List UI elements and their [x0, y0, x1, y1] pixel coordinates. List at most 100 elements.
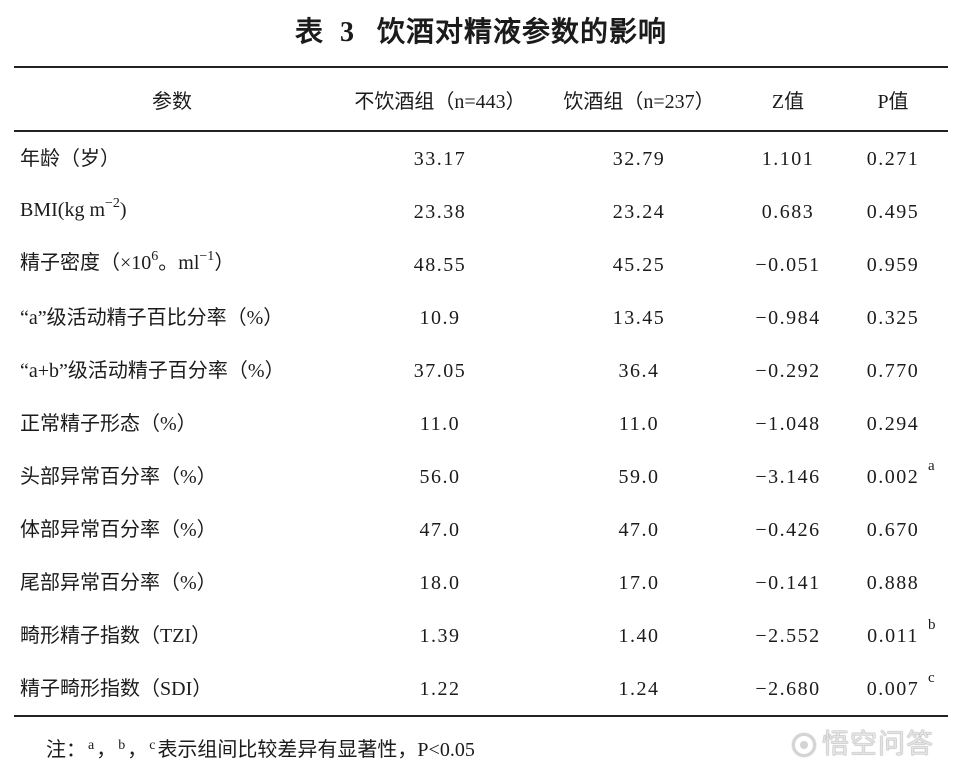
table-footnote: 注： a， b， c 表示组间比较差异有显著性，P<0.05	[46, 736, 475, 767]
param-label: 精子畸形指数（SDI）	[20, 677, 213, 700]
param-cell: 精子畸形指数（SDI）	[14, 677, 330, 701]
footnote-mark: a	[88, 738, 95, 753]
param-label: 畸形精子指数（TZI）	[20, 624, 212, 647]
p-value: 0.325	[866, 306, 920, 329]
unit-superscript: −1	[199, 249, 215, 264]
watermark-logo: 悟空问答	[792, 728, 948, 762]
drinker-value: 13.45	[612, 306, 666, 329]
param-label-unit: 。ml	[158, 252, 200, 274]
footnote-separator: ，	[127, 739, 148, 761]
drinker-value: 59.0	[618, 465, 660, 488]
table-title: 表 3 饮酒对精液参数的影响	[0, 13, 962, 53]
z-value: −0.141	[755, 571, 821, 594]
drinker-value: 23.24	[612, 200, 666, 223]
drinker-value: 17.0	[618, 571, 660, 594]
z-value: −0.984	[755, 306, 821, 329]
drinker-value: 1.24	[618, 677, 660, 700]
z-value: 1.101	[761, 147, 815, 170]
z-value: −3.146	[755, 465, 821, 488]
p-value-cell: 0.002 a	[848, 458, 948, 489]
significance-mark: b	[928, 616, 936, 633]
nondrinker-value: 33.17	[413, 147, 467, 170]
footnote-prefix: 注：	[46, 739, 86, 761]
nondrinker-value: 37.05	[413, 359, 467, 382]
table-title-label: 表	[294, 17, 324, 48]
param-cell: 年龄（岁）	[14, 147, 330, 171]
table-row: 正常精子形态（%） 11.0 11.0 −1.048 0.294	[14, 397, 948, 450]
p-value: 0.770	[866, 359, 920, 382]
chat-bubble-icon	[792, 733, 816, 757]
param-cell: 精子密度（×106。ml−1）	[14, 249, 330, 278]
drinker-value: 36.4	[618, 359, 660, 382]
header-nondrinker: 不饮酒组（n=443）	[354, 91, 526, 113]
table-row: 精子密度（×106。ml−1） 48.55 45.25 −0.051 0.959	[14, 238, 948, 291]
param-label: 体部异常百分率（%）	[20, 518, 217, 541]
header-drinker: 饮酒组（n=237）	[563, 91, 715, 113]
param-cell: 正常精子形态（%）	[14, 412, 330, 436]
p-value-cell: 0.325	[848, 306, 948, 330]
param-label: BMI(kg m	[20, 199, 105, 221]
p-value: 0.007	[866, 677, 920, 700]
z-value: −1.048	[755, 412, 821, 435]
param-label-tail: )	[119, 199, 127, 221]
header-param: 参数	[152, 91, 192, 113]
nondrinker-value: 11.0	[419, 412, 461, 435]
param-cell: “a”级活动精子百比分率（%）	[14, 306, 330, 330]
table-row: 畸形精子指数（TZI） 1.39 1.40 −2.552 0.011 b	[14, 609, 948, 662]
p-value: 0.888	[866, 571, 920, 594]
data-table: 参数 不饮酒组（n=443） 饮酒组（n=237） Z值 P值 年龄（岁） 33…	[14, 66, 948, 717]
table-row: “a”级活动精子百比分率（%） 10.9 13.45 −0.984 0.325	[14, 291, 948, 344]
param-cell: 头部异常百分率（%）	[14, 465, 330, 489]
param-cell: 尾部异常百分率（%）	[14, 571, 330, 595]
table-row: BMI(kg m−2) 23.38 23.24 0.683 0.495	[14, 185, 948, 238]
table-row: 体部异常百分率（%） 47.0 47.0 −0.426 0.670	[14, 503, 948, 556]
p-value: 0.002	[866, 465, 920, 488]
z-value: −0.051	[755, 253, 821, 276]
z-value: −0.292	[755, 359, 821, 382]
table-row: 头部异常百分率（%） 56.0 59.0 −3.146 0.002 a	[14, 450, 948, 503]
param-label: 头部异常百分率（%）	[20, 465, 217, 488]
table-row: “a+b”级活动精子百分率（%） 37.05 36.4 −0.292 0.770	[14, 344, 948, 397]
p-value: 0.011	[867, 624, 919, 647]
param-label: 年龄（岁）	[20, 147, 120, 170]
significance-mark: c	[928, 669, 935, 686]
p-value: 0.670	[866, 518, 920, 541]
z-value: −2.680	[755, 677, 821, 700]
p-value: 0.271	[866, 147, 920, 170]
param-label-tail: ）	[214, 252, 235, 274]
drinker-value: 11.0	[618, 412, 660, 435]
footnote-mark: c	[149, 738, 156, 753]
p-value-cell: 0.271	[848, 147, 948, 171]
drinker-value: 47.0	[618, 518, 660, 541]
unit-superscript: −2	[105, 196, 120, 211]
p-value-cell: 0.959	[848, 253, 948, 277]
nondrinker-value: 1.22	[419, 677, 461, 700]
table-row: 年龄（岁） 33.17 32.79 1.101 0.271	[14, 132, 948, 185]
nondrinker-value: 10.9	[419, 306, 461, 329]
p-value-cell: 0.770	[848, 359, 948, 383]
nondrinker-value: 18.0	[419, 571, 461, 594]
table-header-row: 参数 不饮酒组（n=443） 饮酒组（n=237） Z值 P值	[14, 68, 948, 132]
p-value-cell: 0.495	[848, 200, 948, 224]
param-cell: 畸形精子指数（TZI）	[14, 624, 330, 648]
header-z: Z值	[771, 91, 805, 113]
p-value: 0.294	[866, 412, 920, 435]
z-value: 0.683	[761, 200, 815, 223]
nondrinker-value: 47.0	[419, 518, 461, 541]
footnote-text: 表示组间比较差异有显著性，P<0.05	[157, 739, 475, 761]
table-row: 精子畸形指数（SDI） 1.22 1.24 −2.680 0.007 c	[14, 662, 948, 715]
table-title-text: 饮酒对精液参数的影响	[377, 17, 668, 48]
table-number: 3	[340, 17, 355, 48]
z-value: −2.552	[755, 624, 821, 647]
footnote-separator: ，	[96, 739, 117, 761]
nondrinker-value: 23.38	[413, 200, 467, 223]
drinker-value: 32.79	[612, 147, 666, 170]
nondrinker-value: 1.39	[419, 624, 461, 647]
header-p: P值	[877, 91, 909, 113]
p-value-cell: 0.294	[848, 412, 948, 436]
p-value: 0.959	[866, 253, 920, 276]
drinker-value: 45.25	[612, 253, 666, 276]
p-value: 0.495	[866, 200, 920, 223]
z-value: −0.426	[755, 518, 821, 541]
param-cell: “a+b”级活动精子百分率（%）	[14, 359, 330, 383]
